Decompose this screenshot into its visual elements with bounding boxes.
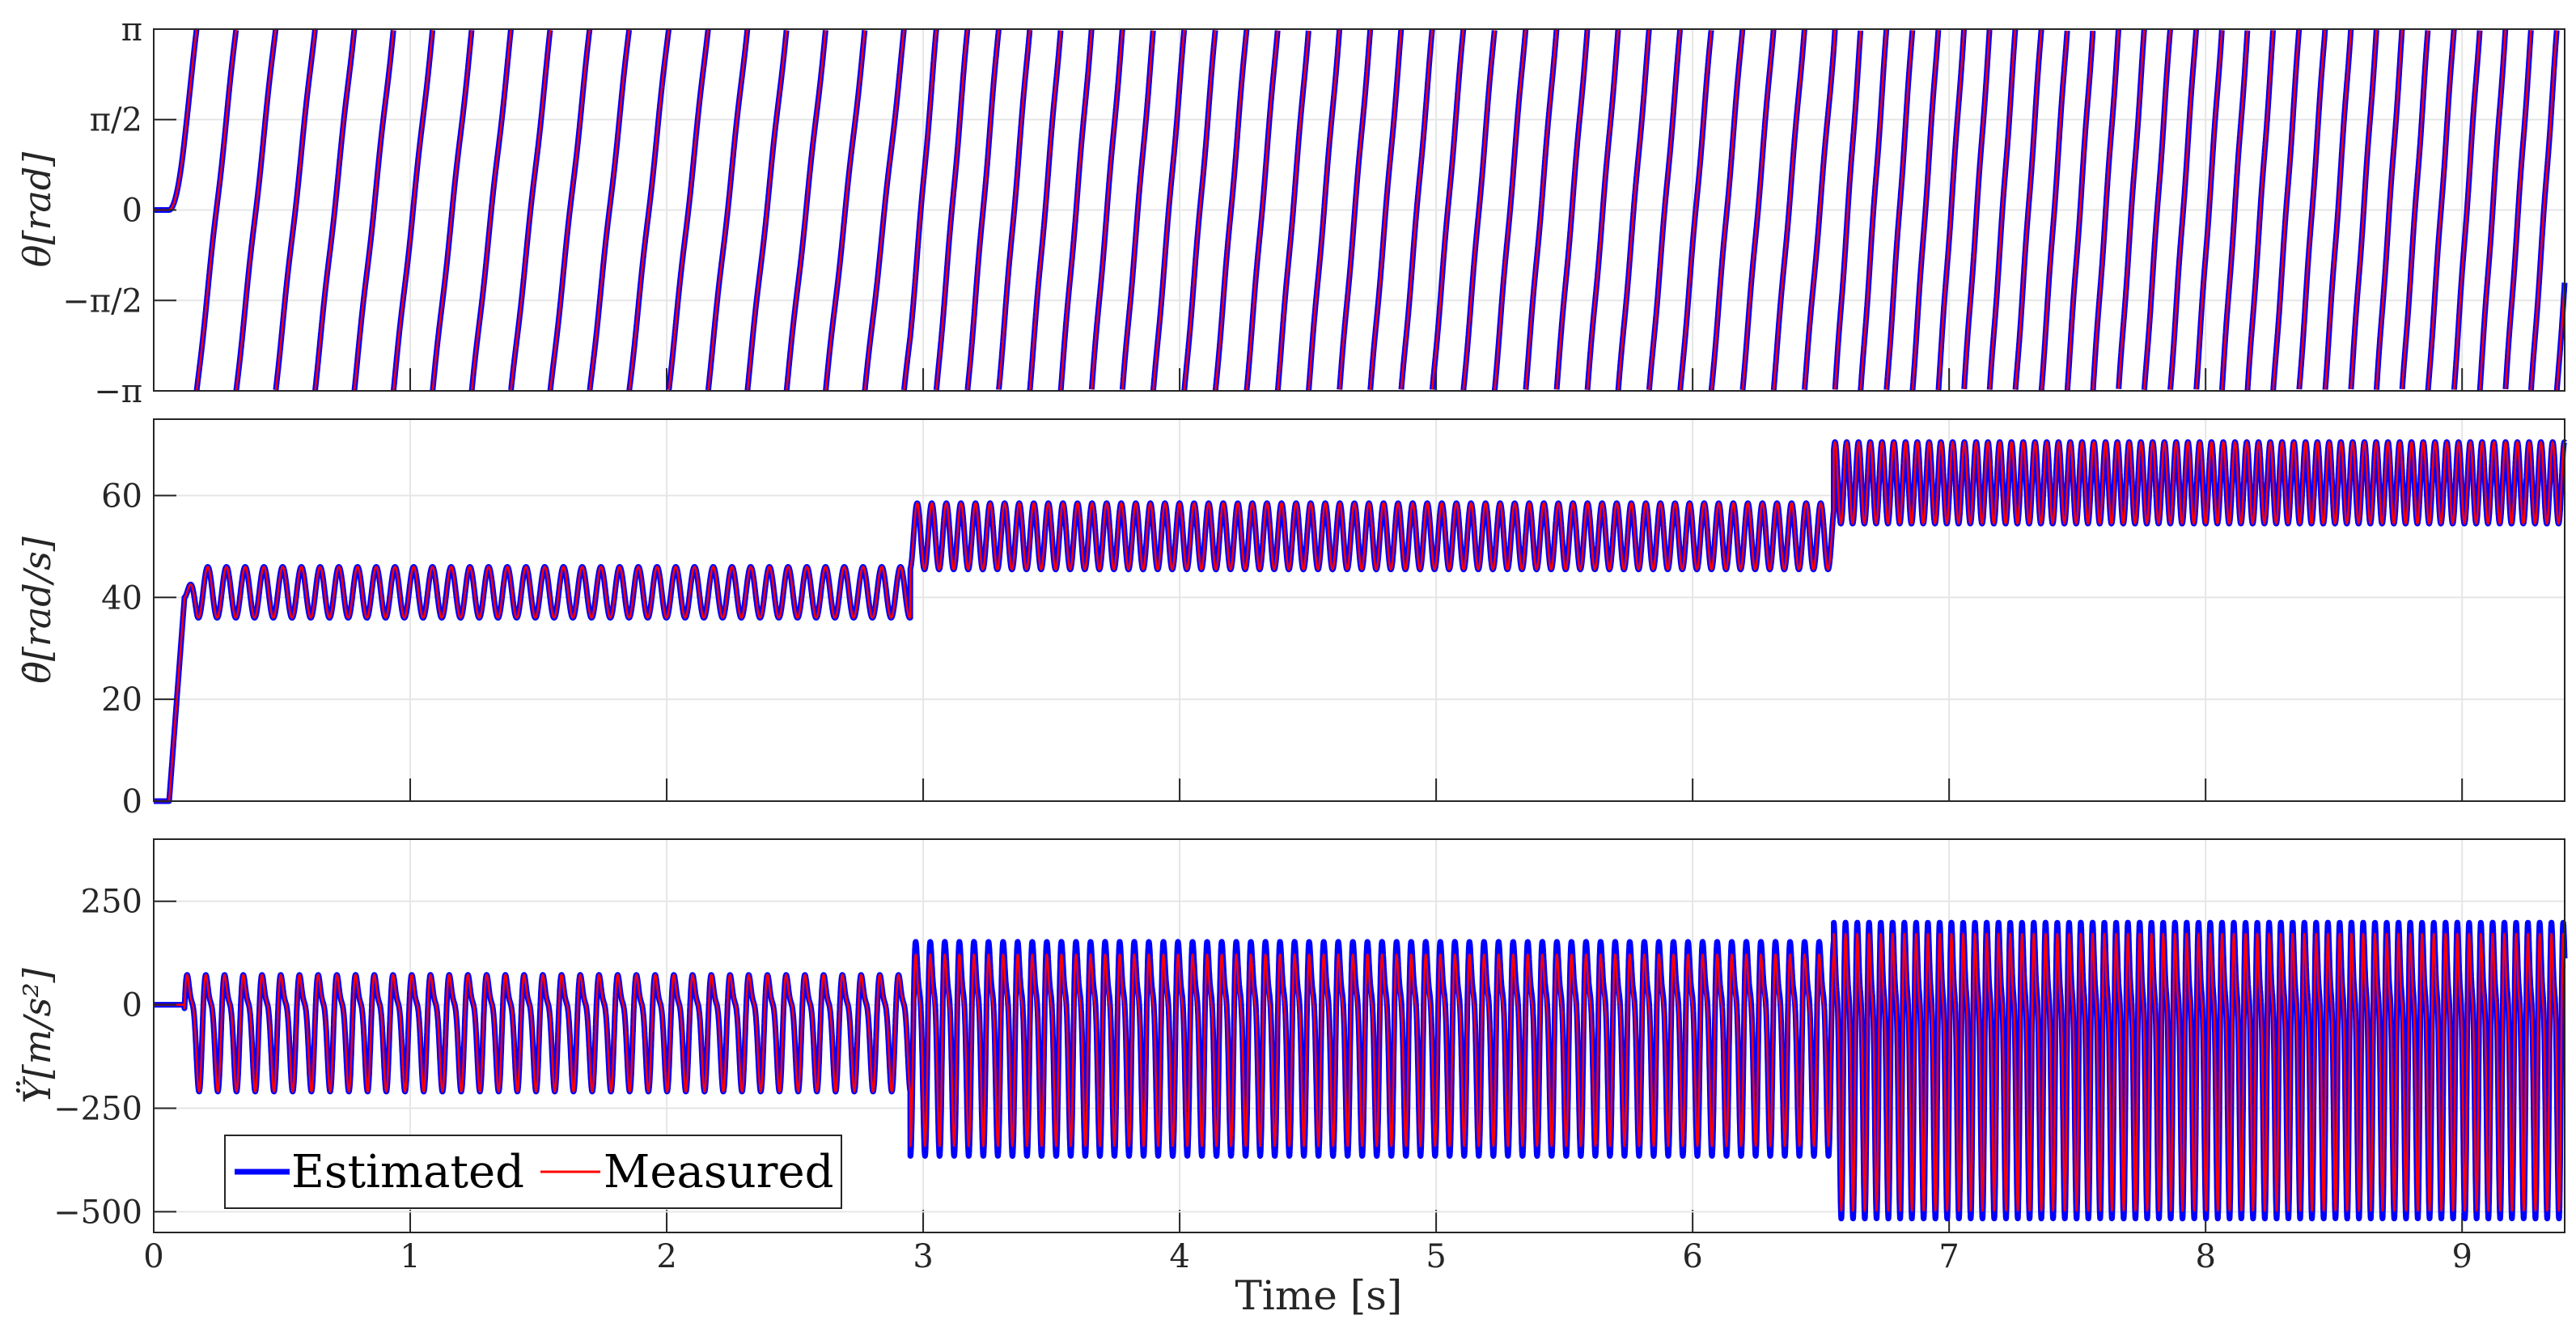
panel-y-ddot: −500 −250 0 250 0 1 2 3 4 5 6 7 8 9 Ÿ[m/s²] Time [s]: [15, 838, 2568, 1319]
x-tick-label: 3: [913, 1238, 933, 1275]
x-tick-label: 9: [2451, 1238, 2472, 1275]
y-tick-label: −250: [53, 1091, 142, 1128]
y-tick-label: 20: [101, 681, 142, 719]
x-tick-label: 4: [1169, 1238, 1189, 1275]
panel-theta-dot: 0 20 40 60 θ̇[rad/s]: [15, 418, 2568, 821]
theta-series: [150, 27, 2568, 393]
yddot-y-label: Ÿ[m/s²]: [15, 968, 59, 1103]
x-tick-label: 2: [656, 1238, 676, 1275]
x-tick-label: 5: [1426, 1238, 1446, 1275]
theta-y-ticks: −π −π/2 0 π/2 π: [62, 11, 176, 410]
x-tick-label: 7: [1938, 1238, 1959, 1275]
y-tick-label: −500: [53, 1194, 142, 1231]
measured-line: [152, 441, 2566, 803]
y-tick-label: π/2: [90, 102, 142, 139]
x-tick-label: 6: [1682, 1238, 1702, 1275]
y-tick-label: 0: [122, 987, 142, 1024]
y-tick-label: 0: [122, 783, 142, 821]
legend-measured-label: Measured: [604, 1146, 833, 1198]
y-tick-label: −π: [94, 373, 142, 410]
yddot-y-ticks: −500 −250 0 250: [53, 884, 176, 1231]
yddot-series: [150, 919, 2568, 1222]
legend: Estimated Measured: [224, 1135, 842, 1209]
y-tick-label: 250: [81, 884, 142, 921]
thetadot-series: [150, 439, 2568, 804]
y-tick-label: 0: [122, 193, 142, 230]
x-axis-label: Time [s]: [1235, 1272, 1403, 1319]
thetadot-axes-frame: [153, 418, 2565, 802]
x-tick-label: 0: [143, 1238, 163, 1275]
y-tick-label: 40: [101, 579, 142, 617]
measured-line: [152, 932, 2566, 1212]
measured-line: [152, 28, 2566, 392]
x-tick-label: 8: [2195, 1238, 2215, 1275]
yddot-axes-frame: [153, 838, 2565, 1233]
y-tick-label: 60: [101, 477, 142, 515]
y-tick-label: −π/2: [62, 282, 142, 320]
y-tick-label: π: [121, 11, 142, 49]
thetadot-y-ticks: 0 20 40 60: [101, 477, 176, 821]
legend-box: [224, 1135, 842, 1209]
x-tick-label: 1: [400, 1238, 420, 1275]
theta-y-label: θ[rad]: [15, 152, 59, 268]
legend-estimated-label: Estimated: [291, 1146, 524, 1198]
panel-theta: −π −π/2 0 π/2 π θ[rad]: [15, 11, 2568, 410]
thetadot-y-label: θ̇[rad/s]: [15, 537, 59, 684]
x-ticks: 0 1 2 3 4 5 6 7 8 9: [143, 1238, 2472, 1275]
